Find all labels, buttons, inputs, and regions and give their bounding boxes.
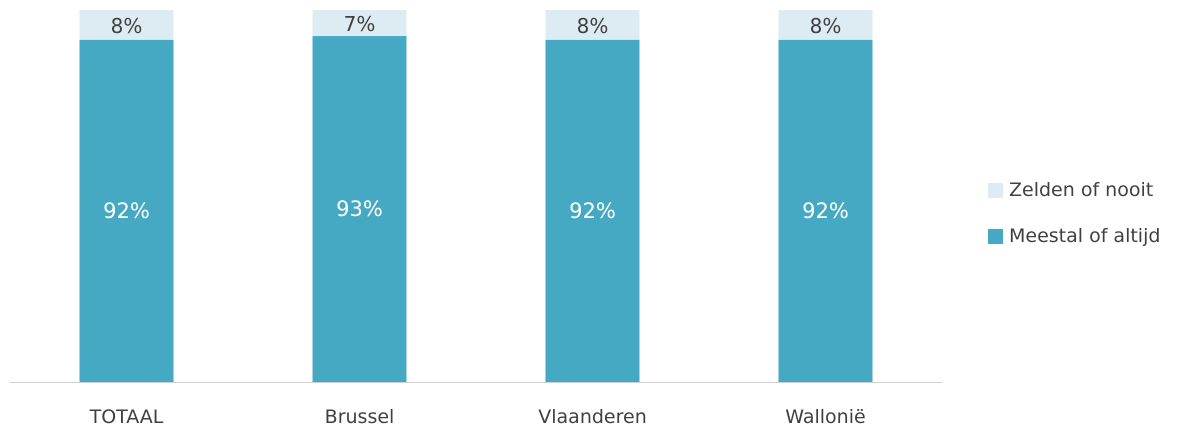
bar-totaal-series-1 [79, 10, 174, 40]
bar-totaal-series-0 [79, 39, 174, 382]
legend-label-zelden: Zelden of nooit [1009, 179, 1154, 201]
x-tick-label-vlaanderen: Vlaanderen [538, 406, 646, 428]
data-label-totaal-series-1: 8% [111, 14, 143, 38]
legend: Zelden of nooit Meestal of altijd [988, 178, 1160, 270]
x-tick-label-brussel: Brussel [325, 406, 395, 428]
data-label-vlaanderen-series-0: 92% [569, 199, 616, 223]
data-label-brussel-series-1: 7% [344, 12, 376, 36]
legend-swatch-zelden [988, 182, 1003, 198]
x-tick-label-totaal: TOTAAL [89, 406, 164, 428]
data-label-brussel-series-0: 93% [336, 197, 383, 221]
data-label-totaal-series-0: 92% [103, 199, 150, 223]
data-label-wallonië-series-0: 92% [802, 199, 849, 223]
x-tick-label-wallonië: Wallonië [785, 406, 865, 428]
data-label-vlaanderen-series-1: 8% [577, 14, 609, 38]
legend-swatch-meestal [988, 228, 1003, 244]
bar-brussel-series-0 [312, 36, 407, 382]
bar-vlaanderen-series-1 [545, 10, 640, 40]
legend-label-meestal: Meestal of altijd [1009, 225, 1161, 247]
bar-wallonië-series-1 [778, 10, 873, 40]
bar-vlaanderen-series-0 [545, 39, 640, 382]
legend-item-meestal: Meestal of altijd [988, 224, 1160, 248]
data-label-wallonië-series-1: 8% [810, 14, 842, 38]
legend-item-zelden: Zelden of nooit [988, 178, 1160, 202]
bar-wallonië-series-0 [778, 39, 873, 382]
bar-brussel-series-1 [312, 10, 407, 37]
